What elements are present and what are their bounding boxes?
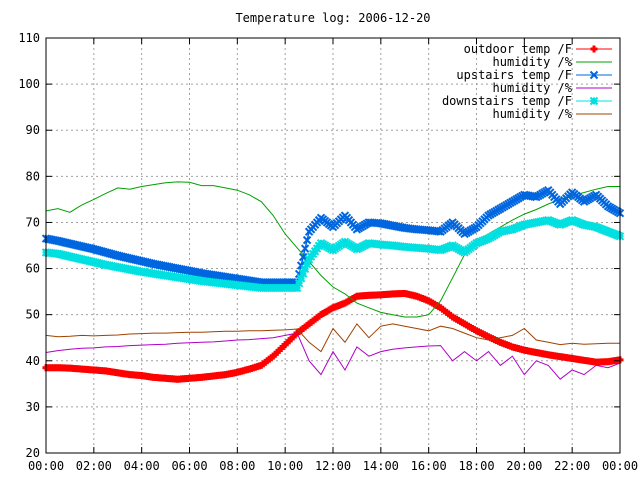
data-point	[302, 259, 312, 269]
legend-label: upstairs temp /F	[456, 68, 572, 82]
plot-frame	[45, 37, 621, 454]
legend-label: outdoor temp /F	[464, 42, 572, 56]
x-tick-label: 04:00	[124, 459, 160, 473]
series-3	[45, 332, 621, 380]
x-tick-label: 20:00	[506, 459, 542, 473]
x-tick-label: 00:00	[602, 459, 638, 473]
legend-label: humidity /%	[493, 81, 573, 95]
data-point	[298, 269, 308, 278]
x-tick-label: 02:00	[76, 459, 112, 473]
x-tick-label: 12:00	[315, 459, 351, 473]
y-tick-label: 60	[26, 262, 40, 276]
y-tick-label: 100	[18, 77, 40, 91]
chart-title: Temperature log: 2006-12-20	[235, 11, 430, 25]
x-tick-label: 06:00	[171, 459, 207, 473]
x-tick-label: 22:00	[554, 459, 590, 473]
x-tick-label: 16:00	[411, 459, 447, 473]
y-tick-label: 90	[26, 123, 40, 137]
y-tick-label: 30	[26, 400, 40, 414]
data-point	[298, 252, 308, 262]
y-tick-label: 80	[26, 169, 40, 183]
y-tick-label: 20	[26, 446, 40, 460]
legend-label: humidity /%	[493, 107, 573, 121]
series-line	[45, 323, 620, 353]
x-tick-label: 00:00	[28, 459, 64, 473]
series-1	[45, 181, 620, 318]
y-tick-label: 70	[26, 215, 40, 229]
series-line	[45, 181, 620, 318]
data-point	[302, 235, 312, 245]
data-point	[296, 274, 306, 283]
y-tick-label: 50	[26, 308, 40, 322]
series-0	[42, 289, 624, 383]
series-layer	[41, 181, 625, 383]
data-point	[300, 244, 310, 253]
x-tick-label: 08:00	[219, 459, 255, 473]
data-point	[589, 96, 599, 106]
series-line	[45, 332, 621, 380]
x-tick-label: 14:00	[363, 459, 399, 473]
y-tick-label: 40	[26, 354, 40, 368]
data-point	[590, 45, 598, 53]
data-point	[589, 70, 599, 80]
legend-label: humidity /%	[493, 55, 573, 69]
data-point	[300, 264, 310, 274]
legend-label: downstairs temp /F	[442, 94, 572, 108]
axes: 20 30 40 50 60 70 80 90 100 110 00:00 02:00 04:00 06:…	[18, 31, 638, 473]
series-5	[45, 323, 620, 353]
x-tick-label: 18:00	[458, 459, 494, 473]
series-2	[41, 185, 625, 287]
data-point	[294, 278, 304, 288]
y-tick-label: 110	[18, 31, 40, 45]
x-tick-label: 10:00	[267, 459, 303, 473]
data-point	[292, 283, 302, 293]
